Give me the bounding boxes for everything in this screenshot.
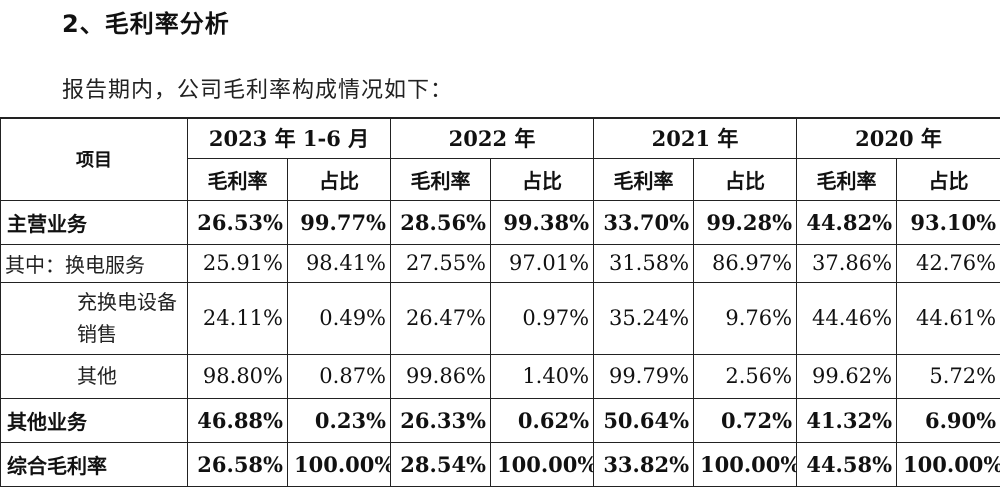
period-header: 2023 年 1-6 月	[186, 117, 392, 159]
table-cell: 33.82%	[593, 441, 695, 487]
table-cell: 31.58%	[593, 243, 695, 283]
table-cell: 44.61%	[896, 281, 1000, 355]
row-label: 充换电设备销售	[0, 281, 188, 355]
table-row: 其他业务 46.88% 0.23% 26.33% 0.62% 50.64% 0.…	[0, 397, 1000, 443]
table-row: 其中：换电服务 25.91% 98.41% 27.55% 97.01% 31.5…	[0, 243, 1000, 283]
table-cell: 99.62%	[796, 353, 898, 399]
table-cell: 35.24%	[593, 281, 695, 355]
share-header: 占比	[490, 157, 595, 201]
table-cell: 5.72%	[896, 353, 1000, 399]
table-cell: 26.58%	[187, 441, 288, 487]
share-header: 占比	[896, 157, 1000, 201]
table-cell: 100.00%	[896, 441, 1000, 487]
table-cell: 100.00%	[490, 441, 595, 487]
table-cell: 0.97%	[490, 281, 595, 355]
margin-header: 毛利率	[187, 157, 288, 201]
period-header: 2021 年	[593, 117, 798, 159]
table-cell: 100.00%	[286, 441, 392, 487]
table-cell: 100.00%	[693, 441, 798, 487]
row-label: 综合毛利率	[0, 441, 188, 487]
table-cell: 9.76%	[693, 281, 798, 355]
table-cell: 0.62%	[490, 397, 595, 443]
share-header: 占比	[286, 157, 392, 201]
table-cell: 28.56%	[390, 199, 492, 245]
gross-margin-table: 项目 2023 年 1-6 月 2022 年 2021 年 2020 年 毛利率…	[0, 117, 1000, 487]
table-cell: 0.23%	[286, 397, 392, 443]
period-header: 2022 年	[390, 117, 595, 159]
table-cell: 99.28%	[693, 199, 798, 245]
intro-text: 报告期内，公司毛利率构成情况如下：	[62, 78, 454, 103]
table-cell: 97.01%	[490, 243, 595, 283]
table-cell: 28.54%	[390, 441, 492, 487]
header-row-periods: 项目 2023 年 1-6 月 2022 年 2021 年 2020 年	[0, 117, 1000, 201]
margin-header: 毛利率	[390, 157, 492, 201]
table-cell: 41.32%	[796, 397, 898, 443]
table-cell: 99.79%	[593, 353, 695, 399]
table-cell: 99.86%	[390, 353, 492, 399]
table-cell: 0.72%	[693, 397, 798, 443]
section-heading: 2、毛利率分析	[62, 10, 230, 38]
table-cell: 33.70%	[593, 199, 695, 245]
row-label: 其中：换电服务	[0, 243, 188, 283]
table-cell: 99.77%	[286, 199, 392, 245]
table-row: 其他 98.80% 0.87% 99.86% 1.40% 99.79% 2.56…	[0, 353, 1000, 399]
margin-header: 毛利率	[593, 157, 695, 201]
table-cell: 1.40%	[490, 353, 595, 399]
table-cell: 42.76%	[896, 243, 1000, 283]
table-cell: 98.80%	[187, 353, 288, 399]
table-cell: 0.49%	[286, 281, 392, 355]
table-cell: 44.82%	[796, 199, 898, 245]
table-cell: 2.56%	[693, 353, 798, 399]
table-row: 综合毛利率 26.58% 100.00% 28.54% 100.00% 33.8…	[0, 441, 1000, 487]
table-cell: 26.47%	[390, 281, 492, 355]
table-row: 充换电设备销售 24.11% 0.49% 26.47% 0.97% 35.24%…	[0, 281, 1000, 355]
table-cell: 0.87%	[286, 353, 392, 399]
row-label: 其他业务	[0, 397, 188, 443]
row-label: 其他	[0, 353, 188, 399]
margin-header: 毛利率	[796, 157, 898, 201]
table-cell: 99.38%	[490, 199, 595, 245]
table-row: 主营业务 26.53% 99.77% 28.56% 99.38% 33.70% …	[0, 199, 1000, 245]
table-cell: 25.91%	[187, 243, 288, 283]
table-cell: 98.41%	[286, 243, 392, 283]
table-cell: 26.33%	[390, 397, 492, 443]
table-cell: 50.64%	[593, 397, 695, 443]
table-cell: 24.11%	[187, 281, 288, 355]
table-cell: 44.58%	[796, 441, 898, 487]
table-cell: 27.55%	[390, 243, 492, 283]
table-cell: 44.46%	[796, 281, 898, 355]
table-cell: 37.86%	[796, 243, 898, 283]
row-label: 主营业务	[0, 199, 188, 245]
table-cell: 6.90%	[896, 397, 1000, 443]
period-header: 2020 年	[796, 117, 1000, 159]
table-cell: 26.53%	[187, 199, 288, 245]
table-cell: 93.10%	[896, 199, 1000, 245]
item-header: 项目	[0, 117, 188, 201]
table-cell: 86.97%	[693, 243, 798, 283]
table-cell: 46.88%	[187, 397, 288, 443]
share-header: 占比	[693, 157, 798, 201]
